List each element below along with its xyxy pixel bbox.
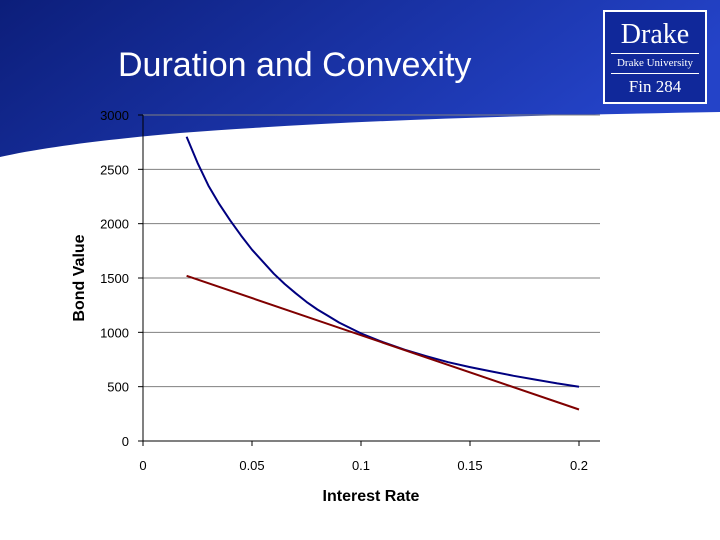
logo-rule: [611, 53, 699, 54]
logo-course: Fin 284: [628, 77, 682, 96]
tick-marks: [138, 114, 580, 446]
bond-value-curve: [185, 136, 580, 388]
y-tick-label: 2000: [100, 217, 129, 232]
y-tick-label: 2500: [100, 162, 129, 177]
x-axis-title: Interest Rate: [323, 488, 420, 505]
y-tick-label: 0: [122, 434, 129, 449]
title-banner: [0, 0, 720, 157]
x-tick-label: 0.15: [457, 458, 482, 473]
x-tick-label: 0: [139, 458, 146, 473]
slide-title: Duration and Convexity: [118, 46, 472, 84]
x-tick-label: 0.2: [570, 458, 588, 473]
y-tick-label: 1000: [100, 325, 129, 340]
x-tick-label: 0.1: [352, 458, 370, 473]
y-tick-label: 1500: [100, 271, 129, 286]
y-tick-label: 500: [107, 380, 129, 395]
tick-labels: 0 500 1000 1500 2000 2500 3000 0 0.05 0.1 0.15 0.2: [100, 108, 588, 473]
x-tick-label: 0.05: [239, 458, 264, 473]
logo-subtitle: Drake University: [616, 57, 694, 69]
y-axis-title: Bond Value: [71, 234, 88, 321]
series-group: [185, 136, 580, 411]
drake-logo: Drake Drake University Fin 284: [603, 10, 707, 104]
duration-tangent-line: [186, 274, 580, 411]
logo-rule: [611, 73, 699, 74]
logo-name: Drake: [620, 19, 690, 50]
y-tick-label: 3000: [100, 108, 129, 123]
gridlines: [143, 114, 600, 388]
